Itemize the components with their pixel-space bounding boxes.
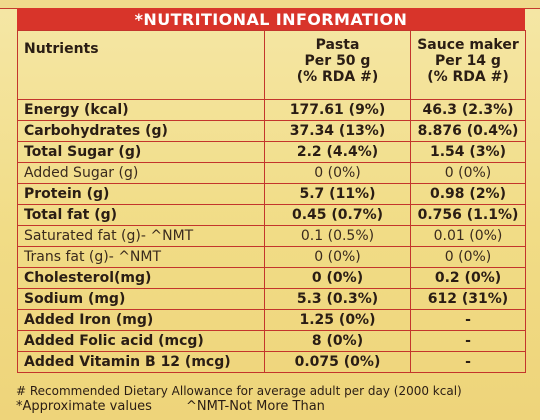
- table-row: Added Iron (mg) 1.25 (0%) -: [17, 309, 526, 331]
- nutrient-name: Sodium (mg): [17, 288, 265, 310]
- pasta-value: 2.2 (4.4%): [264, 141, 411, 163]
- sauce-maker-value: 0.98 (2%): [410, 183, 526, 205]
- table-row: Total fat (g) 0.45 (0.7%) 0.756 (1.1%): [17, 204, 526, 226]
- table-row: Added Sugar (g) 0 (0%) 0 (0%): [17, 162, 526, 184]
- sauce-maker-value: 612 (31%): [410, 288, 526, 310]
- header-sauce-line-1: Sauce maker: [417, 37, 519, 53]
- nutrient-name: Total fat (g): [17, 204, 265, 226]
- nutrient-name: Saturated fat (g)- ^NMT: [17, 225, 265, 247]
- nutrient-name: Added Sugar (g): [17, 162, 265, 184]
- footnotes: # Recommended Dietary Allowance for aver…: [16, 384, 536, 414]
- pasta-value: 177.61 (9%): [264, 99, 411, 121]
- nutrient-name: Carbohydrates (g): [17, 120, 265, 142]
- table-row: Cholesterol(mg) 0 (0%) 0.2 (0%): [17, 267, 526, 289]
- nutrient-name: Cholesterol(mg): [17, 267, 265, 289]
- nutrition-title: *NUTRITIONAL INFORMATION: [17, 8, 525, 30]
- sauce-maker-value: -: [410, 330, 526, 352]
- nutrient-name: Protein (g): [17, 183, 265, 205]
- table-header-row: Nutrients Pasta Per 50 g (% RDA #) Sauce…: [17, 30, 526, 100]
- sauce-maker-value: 0 (0%): [410, 246, 526, 268]
- sauce-maker-value: -: [410, 351, 526, 373]
- header-pasta-line-2: Per 50 g: [304, 53, 371, 69]
- table-row: Sodium (mg) 5.3 (0.3%) 612 (31%): [17, 288, 526, 310]
- pasta-value: 8 (0%): [264, 330, 411, 352]
- sauce-maker-value: 0.756 (1.1%): [410, 204, 526, 226]
- pasta-value: 37.34 (13%): [264, 120, 411, 142]
- sauce-maker-value: 8.876 (0.4%): [410, 120, 526, 142]
- table-row: Added Folic acid (mcg) 8 (0%) -: [17, 330, 526, 352]
- header-sauce-maker: Sauce maker Per 14 g (% RDA #): [410, 30, 526, 100]
- nmt-footnote: ^NMT-Not More Than: [185, 399, 325, 414]
- table-row: Energy (kcal) 177.61 (9%) 46.3 (2.3%): [17, 99, 526, 121]
- table-row: Added Vitamin B 12 (mcg) 0.075 (0%) -: [17, 351, 526, 373]
- nutrient-name: Added Iron (mg): [17, 309, 265, 331]
- nutrient-name: Energy (kcal): [17, 99, 265, 121]
- nutrient-name: Added Vitamin B 12 (mcg): [17, 351, 265, 373]
- header-nutrients: Nutrients: [17, 30, 265, 100]
- table-row: Protein (g) 5.7 (11%) 0.98 (2%): [17, 183, 526, 205]
- pasta-value: 5.7 (11%): [264, 183, 411, 205]
- header-sauce-line-3: (% RDA #): [427, 69, 509, 85]
- table-row: Carbohydrates (g) 37.34 (13%) 8.876 (0.4%): [17, 120, 526, 142]
- nutrient-name: Trans fat (g)- ^NMT: [17, 246, 265, 268]
- pasta-value: 0.1 (0.5%): [264, 225, 411, 247]
- pasta-value: 0 (0%): [264, 267, 411, 289]
- header-pasta-line-1: Pasta: [315, 37, 360, 53]
- pasta-value: 0 (0%): [264, 246, 411, 268]
- header-pasta: Pasta Per 50 g (% RDA #): [264, 30, 411, 100]
- footnote-line-2: *Approximate values ^NMT-Not More Than: [16, 399, 536, 414]
- pasta-value: 0 (0%): [264, 162, 411, 184]
- sauce-maker-value: 0 (0%): [410, 162, 526, 184]
- pasta-value: 0.45 (0.7%): [264, 204, 411, 226]
- nutrition-table-wrap: Nutrients Pasta Per 50 g (% RDA #) Sauce…: [17, 30, 526, 373]
- nutrition-table: Nutrients Pasta Per 50 g (% RDA #) Sauce…: [17, 30, 526, 373]
- sauce-maker-value: -: [410, 309, 526, 331]
- sauce-maker-value: 0.01 (0%): [410, 225, 526, 247]
- nutrient-name: Added Folic acid (mcg): [17, 330, 265, 352]
- table-row: Total Sugar (g) 2.2 (4.4%) 1.54 (3%): [17, 141, 526, 163]
- sauce-maker-value: 0.2 (0%): [410, 267, 526, 289]
- sauce-maker-value: 46.3 (2.3%): [410, 99, 526, 121]
- nutrient-name: Total Sugar (g): [17, 141, 265, 163]
- header-sauce-line-2: Per 14 g: [435, 53, 501, 69]
- table-row: Saturated fat (g)- ^NMT 0.1 (0.5%) 0.01 (0…: [17, 225, 526, 247]
- approximate-values-footnote: *Approximate values: [16, 399, 152, 414]
- table-row: Trans fat (g)- ^NMT 0 (0%) 0 (0%): [17, 246, 526, 268]
- nutrition-table-body: Energy (kcal) 177.61 (9%) 46.3 (2.3%) Carbo…: [17, 99, 526, 373]
- sauce-maker-value: 1.54 (3%): [410, 141, 526, 163]
- header-pasta-line-3: (% RDA #): [296, 69, 379, 85]
- pasta-value: 0.075 (0%): [264, 351, 411, 373]
- rda-footnote: # Recommended Dietary Allowance for aver…: [16, 384, 462, 398]
- pasta-value: 1.25 (0%): [264, 309, 411, 331]
- pasta-value: 5.3 (0.3%): [264, 288, 411, 310]
